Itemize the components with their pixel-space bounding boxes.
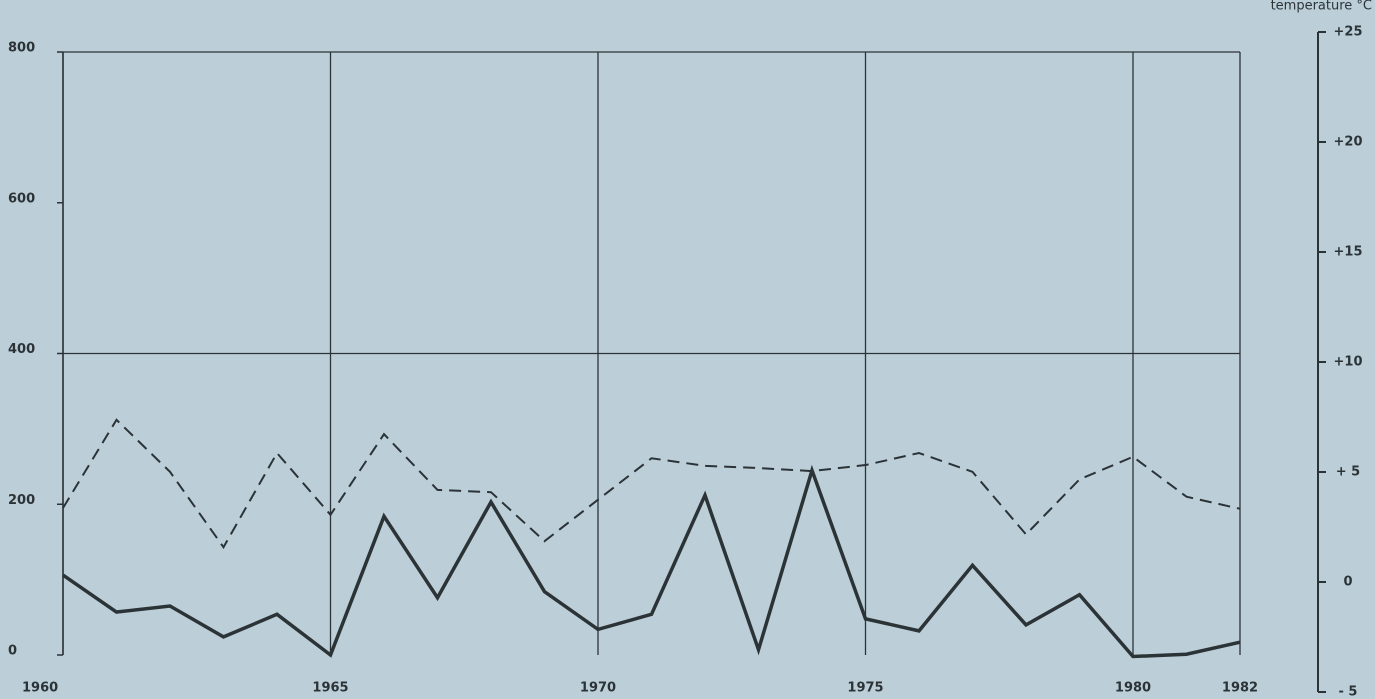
series-line [62, 418, 1241, 550]
y2-tick-label: +15 [1334, 245, 1363, 260]
y2-tick-label: + 5 [1336, 465, 1360, 480]
y2-tick-label: +20 [1334, 135, 1363, 150]
x-tick-label: 1982 [1222, 681, 1258, 696]
y-tick-label: 600 [8, 191, 35, 206]
y-tick-label: 400 [8, 342, 35, 357]
y2-tick-label: - 5 [1339, 685, 1358, 699]
x-tick-label: 1965 [312, 681, 348, 696]
y2-tick-label: +10 [1334, 355, 1363, 370]
series-line [62, 464, 1241, 659]
x-tick-label: 1980 [1115, 681, 1151, 696]
y-tick-label: 800 [8, 41, 35, 56]
y2-tick-label: +25 [1334, 25, 1363, 40]
y-tick-label: 200 [8, 493, 35, 508]
y-tick-label: 0 [8, 644, 17, 659]
x-tick-label: 1960 [22, 681, 58, 696]
y2-axis-title: temperature °C [1271, 0, 1372, 14]
x-tick-label: 1970 [580, 681, 616, 696]
y2-tick-label: 0 [1343, 575, 1352, 590]
x-tick-label: 1975 [847, 681, 883, 696]
